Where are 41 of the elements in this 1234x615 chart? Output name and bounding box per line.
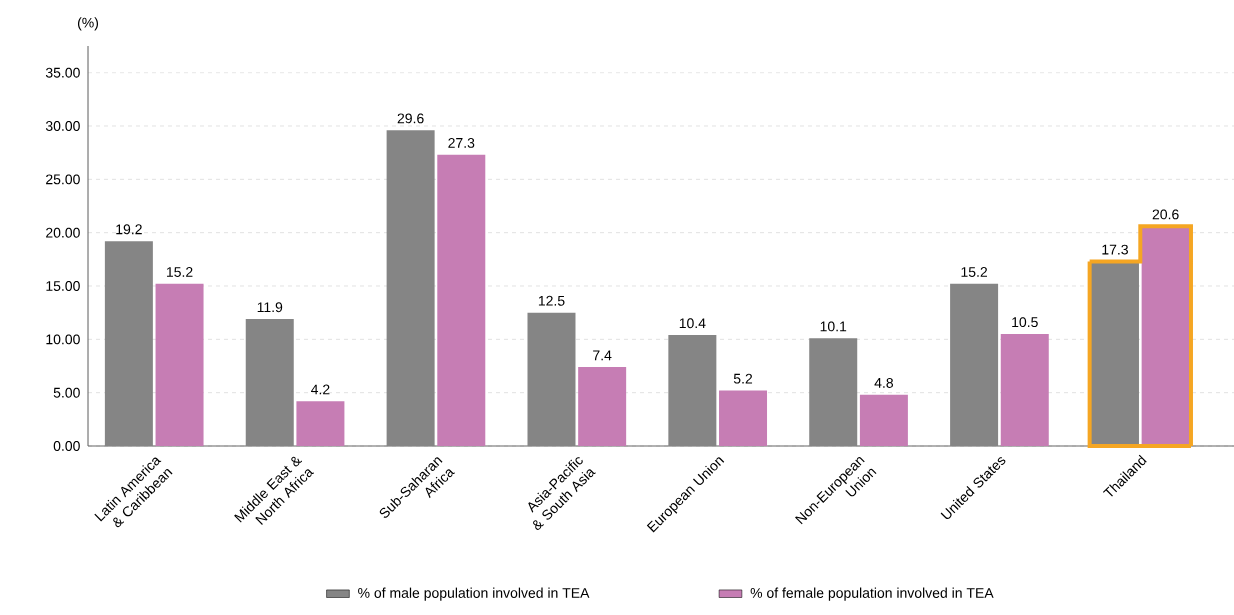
y-tick-label: 30.00: [45, 121, 80, 131]
data-label: 4.8: [874, 377, 894, 388]
bar: [809, 338, 858, 446]
legend-label: % of female population involved in TEA: [750, 587, 994, 601]
y-tick-label: 5.00: [53, 387, 80, 398]
data-label: 10.4: [679, 318, 706, 329]
data-label: 27.3: [448, 137, 475, 148]
bar: [859, 394, 908, 446]
data-label: 7.4: [593, 350, 612, 361]
data-label: 10.1: [820, 321, 847, 332]
data-label: 20.6: [1152, 209, 1179, 220]
bar: [296, 401, 345, 446]
y-tick-label: 20.00: [46, 227, 80, 238]
y-tick-label: 35.00: [45, 67, 80, 78]
data-label: 10.5: [1012, 317, 1038, 328]
bar: [527, 312, 576, 446]
y-tick-label: 10.00: [46, 334, 80, 345]
data-label: 17.3: [1102, 244, 1128, 255]
bar: [104, 241, 153, 446]
bar: [437, 154, 486, 446]
bar: [719, 390, 768, 446]
data-label: 4.2: [311, 384, 330, 395]
y-tick-label: 25.00: [46, 174, 80, 185]
bar: [1000, 334, 1049, 446]
bar: [155, 283, 204, 446]
bar: [245, 319, 294, 446]
y-tick-label: 15.00: [46, 281, 80, 291]
data-label: 29.6: [397, 113, 424, 124]
bar: [578, 367, 627, 446]
data-label: 19.2: [116, 224, 142, 235]
legend-label: % of male population involved in TEA: [358, 587, 590, 601]
data-label: 5.2: [733, 373, 753, 384]
y-tick-label: 0.00: [53, 441, 80, 451]
y-axis-title: (%): [77, 17, 99, 31]
data-label: 11.9: [257, 302, 283, 313]
data-label: 15.2: [166, 267, 193, 277]
bar: [386, 130, 435, 446]
bar: [950, 283, 999, 446]
data-label: 15.2: [961, 267, 987, 277]
data-label: 12.5: [538, 295, 565, 306]
bar: [668, 335, 717, 446]
